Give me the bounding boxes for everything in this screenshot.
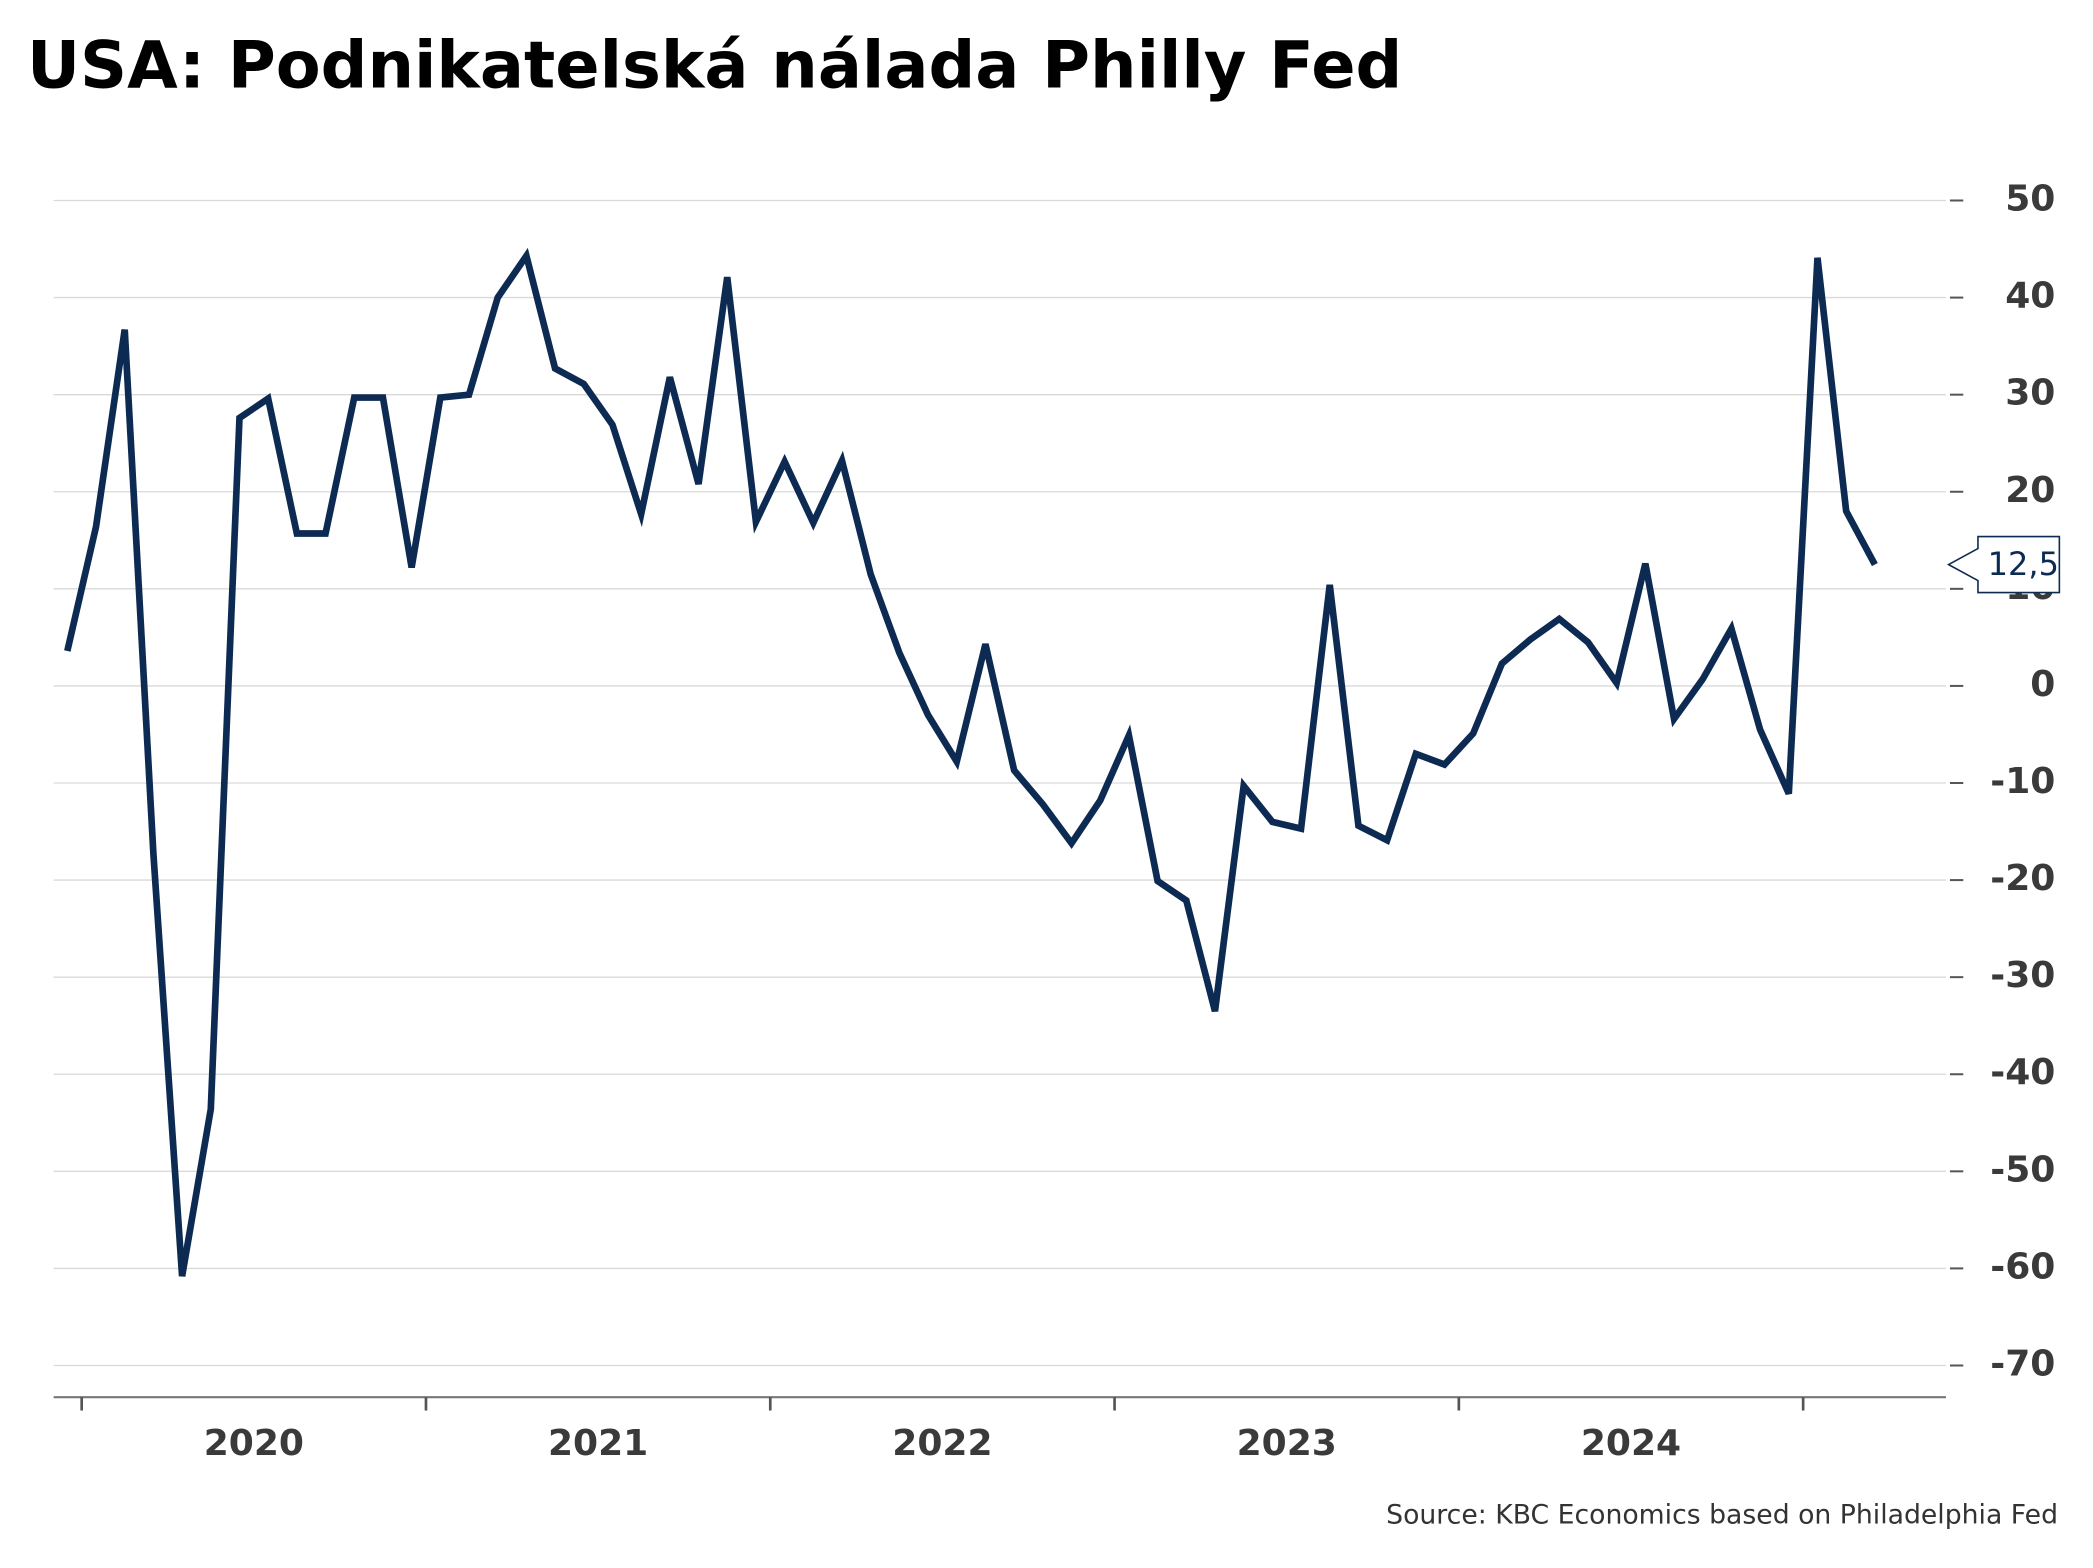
y-tick-label: 30 [2005, 373, 2055, 414]
x-tick-label: 2022 [892, 1423, 992, 1464]
callout-box [1946, 535, 2061, 594]
data-line [64, 247, 1878, 1277]
value-label: 12,5 [1988, 545, 2059, 583]
x-tick-label: 2021 [548, 1423, 648, 1464]
y-tick-label: -40 [1990, 1052, 2055, 1093]
y-tick-label: -10 [1990, 761, 2055, 802]
y-tick-label: 0 [2030, 664, 2055, 705]
x-tick-label: 2024 [1581, 1423, 1681, 1464]
y-tick-label: -30 [1990, 955, 2055, 996]
y-tick-label: -50 [1990, 1149, 2055, 1190]
chart-title: USA: Podnikatelská nálada Philly Fed [27, 27, 1402, 103]
y-tick-label: -70 [1990, 1343, 2055, 1384]
y-tick-label: -20 [1990, 858, 2055, 899]
x-tick-label: 2020 [204, 1423, 304, 1464]
y-tick-label: 50 [2005, 179, 2055, 220]
y-tick-label: 20 [2005, 470, 2055, 511]
y-tick-label: 40 [2005, 276, 2055, 317]
x-tick-label: 2023 [1237, 1423, 1337, 1464]
y-tick-label: -60 [1990, 1246, 2055, 1287]
source-note: Source: KBC Economics based on Philadelp… [1386, 1499, 2058, 1530]
